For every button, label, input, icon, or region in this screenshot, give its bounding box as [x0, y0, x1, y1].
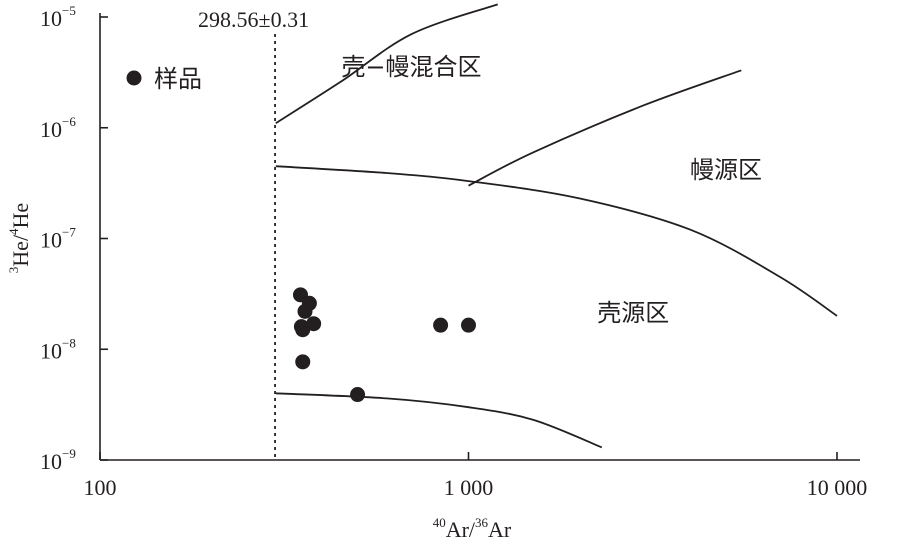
- y-axis-label: 3He/4He: [6, 203, 33, 273]
- x-axis-label: 40Ar/36Ar: [433, 515, 512, 542]
- region-boundaries: [275, 3, 838, 449]
- x-tick-label: 100: [84, 475, 117, 500]
- data-point: [297, 303, 313, 319]
- legend-marker: [126, 70, 142, 86]
- y-axis-title: 3He/4He: [6, 203, 33, 273]
- data-point: [295, 354, 311, 370]
- boundary-diagonal: [468, 69, 742, 187]
- legend-label: 样品: [154, 65, 202, 93]
- y-tick-label: 10−6: [40, 114, 76, 142]
- boundary-upper: [275, 3, 498, 124]
- x-tick-label: 1 000: [444, 475, 494, 500]
- data-point: [461, 317, 476, 333]
- data-point: [350, 387, 366, 403]
- region-label: 壳源区: [597, 299, 669, 327]
- y-tick-label: 10−8: [40, 335, 76, 363]
- data-points: [292, 287, 476, 403]
- y-tick-label: 10−5: [40, 3, 76, 31]
- data-point: [433, 317, 449, 333]
- atmosphere-line: 298.56±0.31: [198, 7, 309, 460]
- data-point: [295, 322, 311, 338]
- atmosphere-label: 298.56±0.31: [198, 7, 309, 32]
- region-label: 壳−幔混合区: [341, 53, 481, 81]
- y-axis-ticks: 10−5 10−6 10−7 10−8 10−9: [40, 3, 108, 474]
- y-tick-label: 10−9: [40, 446, 76, 474]
- x-axis-ticks: 100 1 000 10 000: [84, 452, 868, 500]
- boundary-lower: [275, 392, 603, 449]
- legend: 样品: [126, 65, 202, 93]
- plot-frame: [99, 13, 860, 461]
- region-label: 幔源区: [690, 156, 762, 184]
- boundary-middle: [275, 165, 838, 317]
- x-tick-label: 10 000: [807, 475, 868, 500]
- x-axis-title: 40Ar/36Ar: [433, 515, 512, 542]
- y-tick-label: 10−7: [40, 225, 76, 253]
